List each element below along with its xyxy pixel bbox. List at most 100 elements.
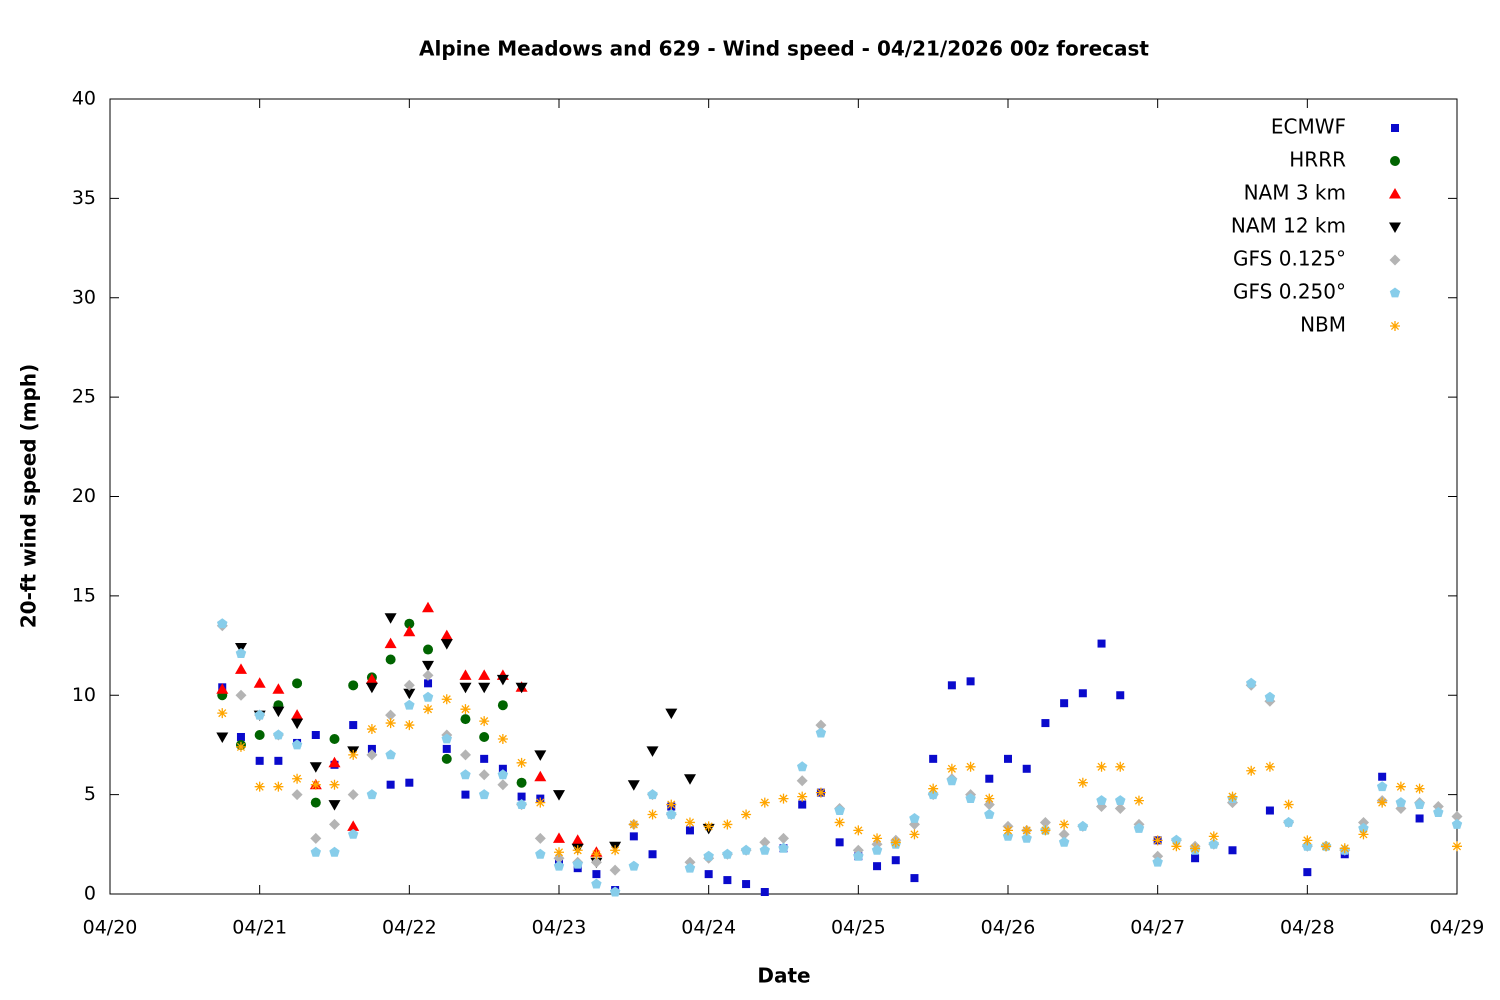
point xyxy=(798,800,807,809)
point xyxy=(665,708,678,720)
point xyxy=(216,683,229,694)
point xyxy=(535,797,546,808)
point xyxy=(1058,828,1070,840)
point xyxy=(797,791,808,802)
x-axis-label: Date xyxy=(757,964,810,988)
point xyxy=(254,709,265,720)
point xyxy=(853,850,864,861)
x-tick-label: 04/20 xyxy=(83,917,138,939)
legend-label: GFS 0.125° xyxy=(1233,247,1346,271)
point xyxy=(1058,836,1070,847)
point xyxy=(478,789,490,800)
point xyxy=(1208,831,1219,842)
point xyxy=(291,789,303,801)
point xyxy=(534,750,547,761)
legend-label: NBM xyxy=(1300,313,1346,337)
point xyxy=(1096,761,1107,772)
point xyxy=(291,718,304,730)
point xyxy=(778,842,789,853)
point xyxy=(1451,818,1463,829)
point xyxy=(1133,795,1144,806)
point xyxy=(496,674,509,686)
point xyxy=(498,764,507,773)
point xyxy=(255,756,264,765)
point xyxy=(365,673,378,684)
point xyxy=(403,679,415,691)
legend-marker xyxy=(1389,188,1401,199)
point xyxy=(629,832,638,841)
point xyxy=(386,780,395,789)
x-tick-label: 04/25 xyxy=(831,917,886,939)
legend-marker xyxy=(1389,287,1401,298)
point xyxy=(422,601,434,613)
point xyxy=(1228,846,1237,855)
point xyxy=(871,844,883,855)
point xyxy=(272,706,285,718)
point xyxy=(929,754,938,763)
point xyxy=(291,709,304,720)
point xyxy=(571,834,584,845)
point xyxy=(1021,832,1032,843)
legend-marker xyxy=(1389,254,1401,266)
point xyxy=(441,753,452,764)
point xyxy=(1452,841,1462,852)
point xyxy=(422,660,434,672)
point xyxy=(666,799,677,810)
point xyxy=(1078,689,1087,698)
point xyxy=(946,763,957,774)
point xyxy=(461,790,470,799)
point xyxy=(666,809,677,819)
point xyxy=(1264,691,1276,702)
point xyxy=(311,731,320,739)
point xyxy=(1414,783,1425,794)
legend-marker xyxy=(1389,222,1401,233)
point xyxy=(347,820,360,831)
point xyxy=(797,761,808,772)
point xyxy=(274,756,283,765)
point xyxy=(1433,807,1444,817)
point xyxy=(1191,854,1200,863)
point xyxy=(348,828,359,839)
point xyxy=(1115,795,1126,805)
point xyxy=(515,682,528,694)
point xyxy=(1395,797,1407,807)
point xyxy=(440,639,453,650)
legend-label: NAM 12 km xyxy=(1231,214,1346,238)
point xyxy=(966,677,975,686)
point xyxy=(1021,825,1032,836)
point xyxy=(479,731,490,742)
point xyxy=(610,845,621,856)
point xyxy=(1152,856,1163,867)
point xyxy=(872,833,883,844)
point xyxy=(217,708,228,719)
point xyxy=(1022,764,1031,773)
point xyxy=(460,769,471,780)
y-tick-label: 30 xyxy=(72,286,96,308)
point xyxy=(1321,841,1332,852)
point xyxy=(648,850,657,859)
point xyxy=(1133,822,1145,833)
point xyxy=(479,716,490,727)
point xyxy=(1283,799,1294,810)
point xyxy=(740,844,752,855)
x-tick-label: 04/29 xyxy=(1430,917,1485,939)
point xyxy=(1414,799,1425,809)
y-axis-label: 20-ft wind speed (mph) xyxy=(17,364,41,629)
point xyxy=(329,779,340,790)
point xyxy=(497,700,508,711)
point xyxy=(760,888,769,897)
x-tick-label: 04/22 xyxy=(382,917,437,939)
point xyxy=(909,813,920,823)
point xyxy=(235,741,246,752)
point xyxy=(459,669,472,680)
point xyxy=(329,818,340,830)
point xyxy=(1303,868,1312,877)
point xyxy=(497,779,509,791)
y-tick-label: 40 xyxy=(72,88,96,110)
point xyxy=(759,836,771,848)
point xyxy=(572,845,583,856)
point xyxy=(310,832,322,844)
point xyxy=(1265,806,1274,815)
point xyxy=(628,860,640,871)
point xyxy=(1264,761,1275,772)
